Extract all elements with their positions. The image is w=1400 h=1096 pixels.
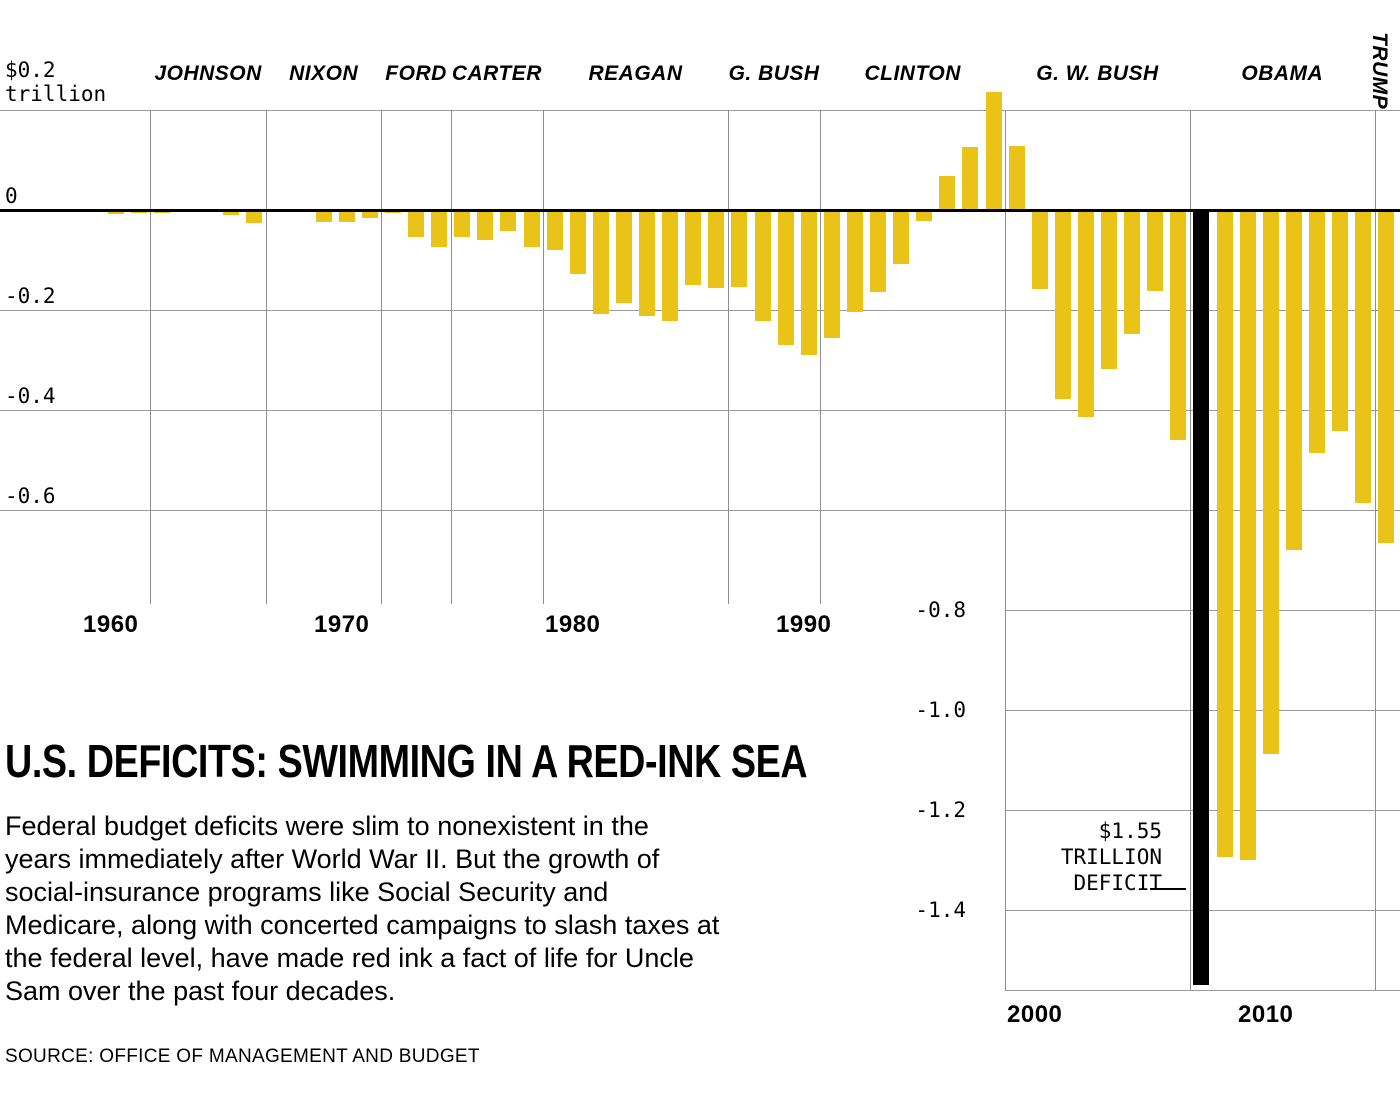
y-tick--0.8: -0.8 <box>915 598 966 622</box>
president-label-clinton: CLINTON <box>864 62 961 85</box>
president-label-carter: CARTER <box>451 62 542 85</box>
bar-1995 <box>870 210 886 292</box>
bar-2009 <box>1193 210 1210 985</box>
bar-1979 <box>500 210 517 231</box>
president-label-nixon: NIXON <box>289 62 359 85</box>
annotation-leader-line <box>1150 888 1186 890</box>
term-line-1977 <box>450 110 452 604</box>
term-line-1964 <box>150 110 152 604</box>
y-tick--0.2: -0.2 <box>5 284 56 308</box>
deficit-annotation: $1.55 TRILLION DEFICIT <box>1060 819 1162 895</box>
zero-axis-line <box>0 208 1400 212</box>
bar-2007 <box>1147 210 1164 291</box>
bar-2015 <box>1332 210 1348 431</box>
bar-1981 <box>546 210 563 250</box>
bar-2006 <box>1124 210 1141 334</box>
bar-2012 <box>1262 210 1279 754</box>
bar-1964 <box>153 210 170 213</box>
bar-1980 <box>523 210 540 247</box>
bar-2005 <box>1101 210 1117 369</box>
chart-description: Federal budget deficits were slim to non… <box>5 811 720 1006</box>
bar-1992 <box>800 210 817 355</box>
y-tick--0.4: -0.4 <box>5 384 56 408</box>
x-tick-1990: 1990 <box>776 611 832 638</box>
bar-2013 <box>1285 210 1302 550</box>
bar-2016 <box>1355 210 1372 503</box>
bar-1989 <box>731 210 748 287</box>
term-line-1989 <box>727 110 729 604</box>
bar-1984 <box>615 210 632 303</box>
president-label-gwbush: G. W. BUSH <box>1036 62 1159 85</box>
bar-2000 <box>985 92 1002 210</box>
bar-2014 <box>1308 210 1325 453</box>
bar-1990 <box>754 210 771 321</box>
bar-1982 <box>569 210 586 274</box>
term-line-2009 <box>1189 110 1191 990</box>
president-label-trump: TRUMP <box>1368 32 1391 110</box>
bar-1972 <box>338 210 355 222</box>
bar-1986 <box>662 210 679 321</box>
x-tick-1980: 1980 <box>545 611 601 638</box>
bar-1987 <box>685 210 702 285</box>
lower-axis-baseline <box>1005 990 1400 991</box>
term-line-2001 <box>1005 110 1007 990</box>
x-tick-1970: 1970 <box>314 611 370 638</box>
y-tick--1.2: -1.2 <box>915 798 966 822</box>
term-line-2017 <box>1374 110 1376 990</box>
bar-1962 <box>107 210 124 214</box>
president-label-reagan: REAGAN <box>588 62 683 85</box>
source-credit: SOURCE: OFFICE OF MANAGEMENT AND BUDGET <box>5 1046 480 1067</box>
president-label-gbush: G. BUSH <box>728 62 820 85</box>
bar-1993 <box>823 210 840 338</box>
bar-1985 <box>639 210 655 316</box>
bar-1994 <box>846 210 863 312</box>
y-tick--1.0: -1.0 <box>915 698 966 722</box>
bar-2010 <box>1216 210 1233 857</box>
term-line-1981 <box>543 110 545 604</box>
bar-1973 <box>361 210 378 218</box>
president-label-ford: FORD <box>385 62 447 85</box>
x-tick-2010: 2010 <box>1238 1001 1294 1028</box>
y-tick--1.4: -1.4 <box>915 898 966 922</box>
y-tick-0: 0 <box>5 184 18 208</box>
bar-1999 <box>962 147 979 210</box>
term-line-1993 <box>820 110 822 604</box>
bar-1991 <box>777 210 794 345</box>
bar-1997 <box>916 210 933 221</box>
gridline--0.6 <box>0 510 1400 511</box>
term-line-1974 <box>381 110 383 604</box>
president-label-johnson: JOHNSON <box>154 62 262 85</box>
bar-1968 <box>246 210 263 223</box>
bar-1975 <box>408 210 424 237</box>
term-line-1969 <box>265 110 267 604</box>
bar-1998 <box>939 175 956 210</box>
x-tick-2000: 2000 <box>1007 1001 1063 1028</box>
bar-1983 <box>592 210 609 314</box>
bar-2004 <box>1077 210 1094 417</box>
bar-2008 <box>1170 210 1187 440</box>
gridline--0.4 <box>0 410 1400 411</box>
gridline--0.2 <box>0 310 1400 311</box>
bar-2003 <box>1054 210 1071 399</box>
president-label-obama: OBAMA <box>1241 62 1324 85</box>
bar-1977 <box>454 210 471 237</box>
y-tick--0.6: -0.6 <box>5 484 56 508</box>
bar-1971 <box>315 210 332 222</box>
bar-2002 <box>1031 210 1048 289</box>
bar-1974 <box>384 210 401 213</box>
bar-2011 <box>1239 210 1256 860</box>
gridline-0.2 <box>0 110 1400 111</box>
bar-1967 <box>223 210 240 215</box>
bar-2017 <box>1378 210 1395 543</box>
bar-1988 <box>708 210 725 288</box>
bar-1996 <box>893 210 910 264</box>
bar-1976 <box>431 210 448 247</box>
x-tick-1960: 1960 <box>83 611 139 638</box>
bar-2001 <box>1008 146 1025 210</box>
bar-1978 <box>477 210 494 240</box>
chart-title: U.S. DEFICITS: SWIMMING IN A RED-INK SEA <box>5 735 808 787</box>
y-axis-unit-label: $0.2 trillion <box>5 58 107 106</box>
